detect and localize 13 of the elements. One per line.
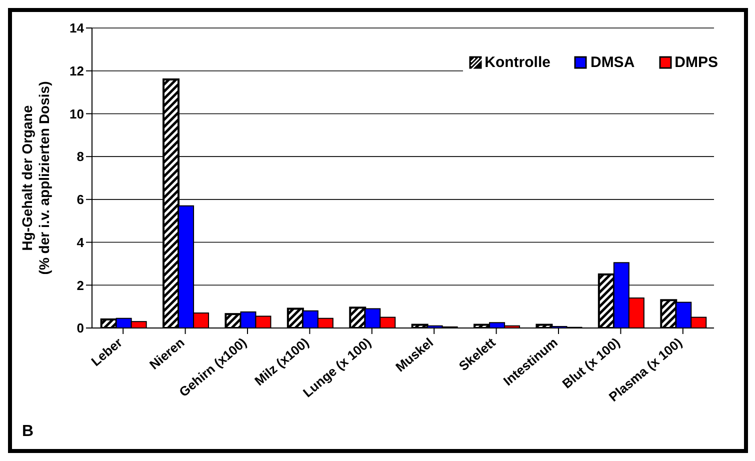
y-tick-label: 0 [76,320,84,336]
y-tick-label: 10 [70,106,84,122]
y-tick-label: 12 [70,63,84,78]
y-tick-label: 4 [76,234,85,250]
y-tick-label: 8 [76,149,84,164]
legend-label: Kontrolle [484,54,550,71]
legend-label: DMPS [674,54,718,71]
text: B [22,423,34,441]
legend-label: DMSA [589,54,635,71]
y-tick-label: 2 [76,278,84,293]
y-axis-title: Hg-Gehalt der Organe (% der i.v. applizierten Dosis) [19,81,52,275]
y-tick-label: 14 [70,20,85,36]
y-tick-label: 6 [76,192,84,208]
